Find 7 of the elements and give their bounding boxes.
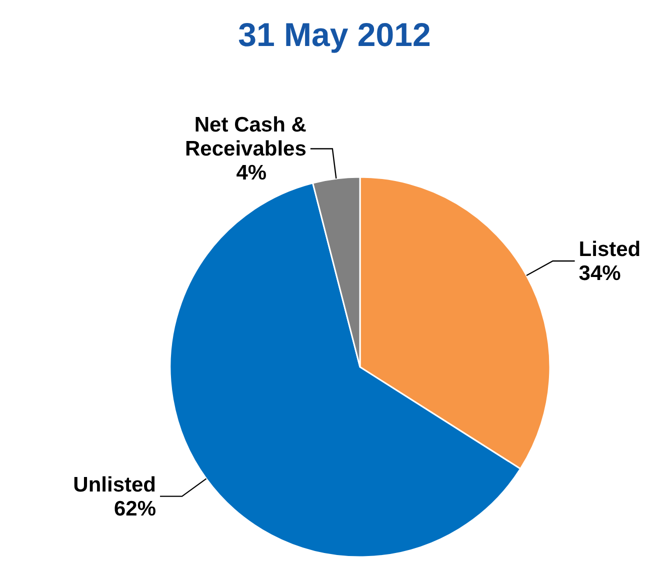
slice-label: Listed (578, 238, 641, 261)
slice-label: Net Cash & Receivables (185, 113, 306, 160)
chart-title: 31 May 2012 (237, 16, 432, 54)
data-label: 4% (236, 161, 267, 184)
data-label: 62% (114, 496, 156, 520)
slice-label: Unlisted (73, 472, 156, 496)
data-label: 34% (578, 262, 622, 285)
